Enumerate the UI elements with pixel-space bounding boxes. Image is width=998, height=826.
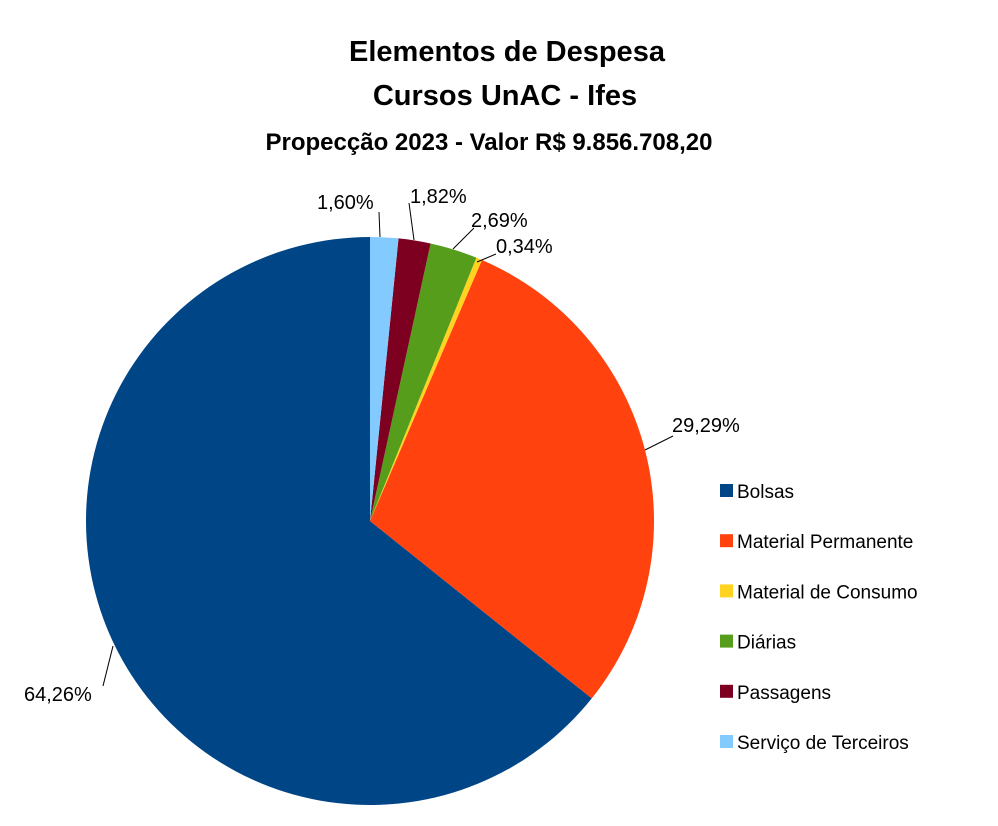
pie-slice-material-permanente — [370, 260, 655, 699]
leader-line — [102, 645, 114, 687]
chart-title: Elementos de Despesa — [349, 36, 666, 68]
legend-label: Passagens — [737, 683, 831, 704]
data-label: 2,69% — [471, 210, 528, 232]
pie-slice-diárias — [370, 243, 477, 521]
legend: Bolsas Material Permanente Material de Con… — [720, 482, 918, 754]
legend-label: Material de Consumo — [737, 582, 918, 603]
data-label: 0,34% — [496, 236, 553, 258]
data-label: 29,29% — [672, 415, 740, 437]
pie-slice-serviço-de-terceiros — [370, 237, 399, 521]
legend-swatch — [720, 584, 733, 598]
pie-slice-passagens — [370, 238, 431, 521]
slice-labels: 64,26% 29,29% 0,34% 2,69%1,82% 1,60% — [24, 186, 740, 706]
legend-label: Material Permanente — [737, 532, 913, 553]
leader-line — [378, 211, 381, 238]
pie-slice-bolsas — [85, 237, 592, 805]
data-label: 1,82% — [410, 186, 467, 208]
legend-label: Bolsas — [737, 482, 794, 503]
pie-slices — [85, 237, 655, 805]
data-label: 64,26% — [24, 684, 92, 706]
data-label: 1,60% — [317, 192, 374, 214]
chart-subtitle: Cursos UnAC - Ifes — [373, 80, 637, 112]
legend-swatch — [720, 484, 733, 497]
legend-label: Diárias — [737, 633, 796, 654]
leader-line — [644, 435, 674, 451]
legend-swatch — [720, 684, 733, 698]
legend-swatch — [720, 534, 733, 548]
leader-line — [408, 202, 415, 241]
chart-subtitle-2: Propecção 2023 - Valor R$ 9.856.708,20 — [266, 129, 713, 156]
leader-line — [476, 253, 497, 263]
legend-swatch — [720, 634, 733, 648]
leader-line — [452, 227, 475, 250]
legend-swatch — [720, 735, 733, 748]
legend-label: Serviço de Terceiros — [737, 733, 909, 754]
pie-slice-material-de-consumo — [370, 257, 482, 521]
